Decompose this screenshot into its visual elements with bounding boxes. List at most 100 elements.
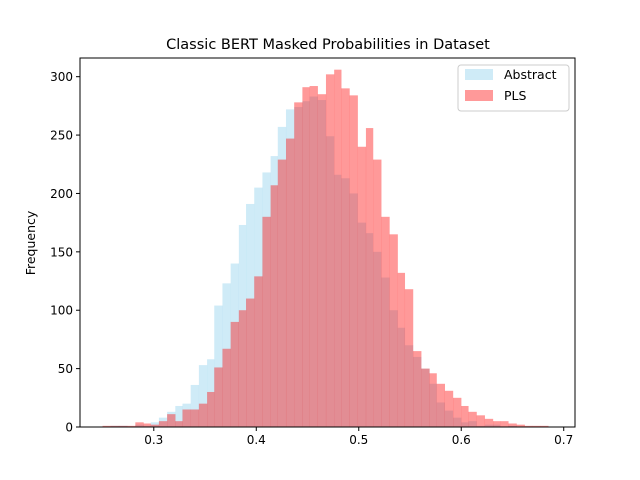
pls-bar: [436, 383, 445, 427]
pls-bar: [118, 425, 128, 427]
abstract-bar: [254, 187, 263, 427]
pls-bar: [230, 321, 239, 427]
y-tick-label: 250: [50, 129, 73, 143]
pls-bar: [404, 289, 414, 427]
legend-label-pls: PLS: [504, 88, 527, 103]
abstract-bar: [214, 305, 223, 427]
abstract-bar: [110, 425, 120, 427]
legend: Abstract PLS: [457, 64, 570, 112]
abstract-bar: [357, 222, 367, 427]
pls-bar: [302, 87, 310, 427]
abstract-bar: [444, 410, 454, 427]
pls-bar: [453, 397, 462, 427]
abstract-bar: [381, 277, 390, 427]
legend-swatch-abstract: [465, 69, 493, 80]
abstract-bar: [207, 359, 215, 427]
pls-bar: [270, 185, 278, 427]
y-tick-label: 100: [50, 304, 73, 318]
abstract-bar: [190, 384, 200, 427]
abstract-bar: [198, 365, 208, 427]
legend-swatch-pls: [465, 90, 493, 101]
pls-bar: [413, 351, 422, 427]
abstract-bar: [365, 233, 374, 427]
abstract-bar: [493, 424, 501, 427]
pls-bar: [325, 74, 335, 427]
x-tick-label: 0.3: [144, 433, 163, 447]
pls-bar: [373, 159, 382, 427]
abstract-bar: [317, 100, 327, 427]
abstract-bar: [453, 417, 462, 427]
y-tick-label: 300: [50, 70, 73, 84]
pls-bar: [531, 425, 541, 427]
pls-bar: [254, 276, 263, 427]
y-tick-label: 50: [58, 362, 73, 376]
y-tick-label: 200: [50, 187, 73, 201]
pls-bar: [334, 69, 342, 428]
pls-bar: [349, 95, 358, 428]
pls-bar: [381, 216, 390, 427]
abstract-bar: [182, 403, 191, 427]
pls-bar: [476, 415, 485, 427]
legend-label-abstract: Abstract: [504, 67, 557, 82]
plot-frame: [79, 57, 576, 428]
y-tick-label: 150: [50, 245, 73, 259]
abstract-bar: [468, 421, 477, 427]
pls-bar: [262, 216, 271, 427]
pls-bar: [468, 411, 477, 427]
pls-bar: [110, 425, 120, 427]
pls-bar: [285, 138, 295, 427]
pls-bar: [500, 421, 509, 427]
pls-bar: [214, 367, 223, 427]
abstract-bar: [413, 356, 422, 427]
pls-bar: [294, 102, 303, 428]
x-tick-label: 0.4: [247, 433, 266, 447]
pls-bar: [135, 422, 144, 427]
pls-bar: [167, 414, 176, 427]
pls-bar: [175, 421, 183, 427]
abstract-bar: [270, 156, 278, 427]
pls-bar: [190, 409, 200, 427]
pls-bar: [198, 403, 208, 427]
pls-bar: [429, 373, 437, 427]
pls-bar: [238, 310, 247, 427]
abstract-bar: [334, 174, 342, 427]
pls-bar: [158, 421, 168, 427]
abstract-bar: [135, 424, 144, 427]
pls-bar: [222, 348, 231, 427]
abstract-bar: [167, 411, 176, 427]
legend-box: [457, 64, 570, 112]
x-tick-label: 0.7: [554, 433, 573, 447]
abstract-bar: [277, 126, 287, 428]
abstract-bar: [436, 402, 445, 427]
abstract-bar: [143, 425, 151, 427]
abstract-bar: [341, 178, 350, 427]
pls-bar: [540, 425, 549, 427]
abstract-series: [110, 96, 517, 428]
pls-bar: [277, 159, 287, 427]
abstract-bar: [397, 327, 406, 427]
abstract-bar: [389, 310, 398, 427]
abstract-bar: [476, 425, 485, 427]
x-tick-label: 0.5: [349, 433, 368, 447]
abstract-bar: [246, 203, 255, 427]
abstract-bar: [150, 422, 160, 427]
pls-bar: [102, 425, 111, 427]
pls-bar: [397, 272, 406, 427]
pls-bar: [143, 423, 151, 427]
pls-bar: [357, 146, 367, 427]
abstract-bar: [421, 368, 430, 427]
abstract-bar: [429, 383, 437, 427]
pls-bar: [317, 94, 327, 427]
abstract-bar: [373, 251, 382, 427]
pls-bar: [389, 234, 398, 427]
x-tick-label: 0.6: [452, 433, 471, 447]
pls-bar: [341, 88, 350, 428]
abstract-bar: [349, 193, 358, 427]
abstract-bar: [238, 224, 247, 427]
pls-bar: [207, 391, 215, 427]
pls-bar: [182, 409, 191, 427]
abstract-bar: [294, 107, 303, 427]
abstract-bar: [262, 172, 271, 427]
pls-bar: [444, 390, 454, 427]
pls-bar: [246, 298, 255, 427]
